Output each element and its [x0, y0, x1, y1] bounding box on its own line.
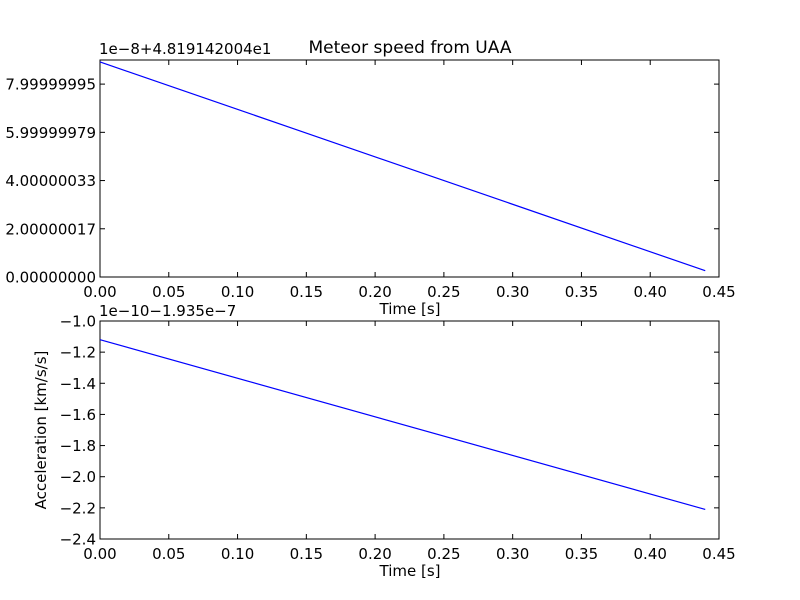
x-tick-label: 0.30: [496, 283, 529, 301]
plot-frame: [99, 59, 720, 278]
x-tick-label: 0.35: [565, 545, 598, 563]
series-line: [99, 61, 706, 272]
x-axis-label: Time [s]: [379, 300, 441, 318]
x-tick-label: 0.20: [358, 283, 391, 301]
y-tick-label: −2.4: [60, 531, 96, 549]
y-tick-label: −1.0: [60, 313, 96, 331]
x-tick-label: 0.45: [702, 283, 735, 301]
x-tick-label: 0.15: [290, 545, 323, 563]
y-tick-label: −1.6: [60, 406, 96, 424]
x-tick-label: 0.05: [152, 545, 185, 563]
x-tick-label: 0.00: [83, 545, 116, 563]
y-tick-label: −2.2: [60, 499, 96, 517]
y-tick-label: −1.2: [60, 344, 96, 362]
x-tick-label: 0.35: [565, 283, 598, 301]
x-tick-label: 0.05: [152, 283, 185, 301]
y-offset-label: 1e−10−1.935e−7: [99, 302, 236, 320]
x-tick-label: 0.40: [634, 283, 667, 301]
x-tick-label: 0.40: [634, 545, 667, 563]
x-tick-label: 0.25: [427, 283, 460, 301]
x-tick-label: 0.00: [83, 283, 116, 301]
x-axis-label: Time [s]: [379, 562, 441, 580]
y-tick-label: −1.4: [60, 375, 96, 393]
series-line: [99, 339, 706, 510]
x-tick-label: 0.15: [290, 283, 323, 301]
acceleration-chart: 1e−10−1.935e−7 0.00 0.05 0.10 0.15 0.20 0.25 0…: [32, 302, 736, 580]
chart-title: Meteor speed from UAA: [309, 38, 512, 58]
x-tick-label: 0.25: [427, 545, 460, 563]
x-tick-label: 0.10: [221, 545, 254, 563]
y-axis-label: Acceleration [km/s/s]: [32, 351, 50, 510]
y-tick-label: 5.99999979: [5, 124, 96, 142]
y-tick-label: 2.00000017: [5, 220, 96, 238]
y-tick-label: −2.0: [60, 468, 96, 486]
plot-frame: [99, 320, 720, 540]
y-tick-label: 0.00000000: [5, 269, 96, 287]
speed-chart: Meteor speed from UAA 1e−8+4.819142004e1…: [5, 38, 735, 318]
y-offset-label: 1e−8+4.819142004e1: [99, 40, 271, 58]
y-tick-label: 4.00000033: [5, 172, 96, 190]
y-tick-label: −1.8: [60, 437, 96, 455]
x-tick-label: 0.45: [702, 545, 735, 563]
x-tick-label: 0.20: [358, 545, 391, 563]
x-tick-label: 0.10: [221, 283, 254, 301]
y-tick-label: 7.99999995: [5, 76, 96, 94]
x-tick-label: 0.30: [496, 545, 529, 563]
